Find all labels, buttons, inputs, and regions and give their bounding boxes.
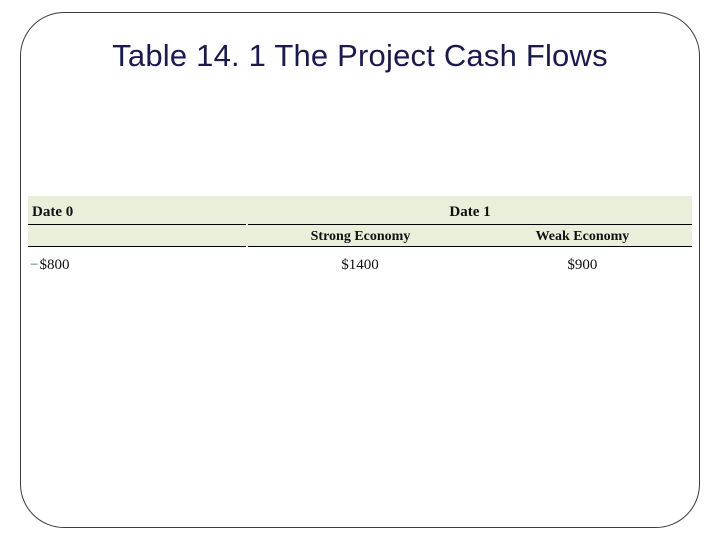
table-data-row: −$800 $1400 $900 [28, 246, 692, 274]
value-date0: $800 [39, 257, 69, 273]
table-header-row-1: Date 0 Date 1 [28, 196, 692, 224]
cell-weak-economy: $900 [473, 251, 692, 274]
table-header-row-2: Strong Economy Weak Economy [28, 224, 692, 246]
cell-strong-economy: $1400 [247, 251, 473, 274]
table: Date 0 Date 1 Strong Economy Weak Econom… [28, 196, 692, 274]
header-date1: Date 1 [248, 204, 692, 224]
slide: Table 14. 1 The Project Cash Flows Date … [0, 0, 720, 540]
slide-title: Table 14. 1 The Project Cash Flows [0, 38, 720, 74]
header-strong-economy: Strong Economy [248, 229, 473, 246]
cashflow-table: Date 0 Date 1 Strong Economy Weak Econom… [28, 196, 692, 274]
header-weak-economy: Weak Economy [473, 229, 692, 246]
header-date0: Date 0 [28, 204, 73, 224]
cell-date0: −$800 [28, 251, 247, 274]
